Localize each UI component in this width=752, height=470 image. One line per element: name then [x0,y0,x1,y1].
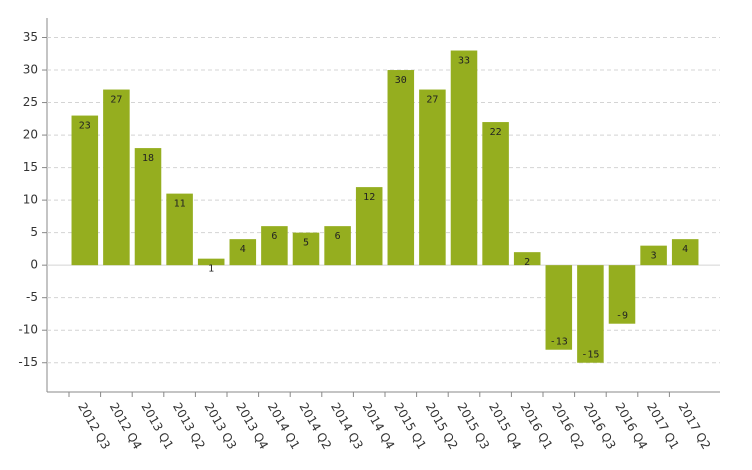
bar [71,115,99,266]
value-label: 30 [395,75,407,86]
value-label: 18 [142,153,154,164]
bar [134,148,162,266]
y-tick-label: 10 [23,193,38,207]
bar [229,239,257,266]
y-tick-label: -15 [18,355,38,369]
y-tick-label: 25 [23,95,38,109]
bar [608,265,636,324]
bar [577,265,604,363]
y-tick-label: 35 [23,30,38,44]
value-label: 6 [335,231,341,242]
bar [545,265,573,350]
bar [513,252,541,266]
y-tick-label: 30 [23,63,38,77]
y-tick-label: 0 [30,258,38,272]
bar [419,89,446,266]
value-label: 1 [208,264,214,275]
bar [103,89,130,266]
value-label: -9 [616,311,628,322]
value-label: 33 [458,56,470,67]
value-label: 4 [240,244,246,255]
value-label: 6 [271,231,277,242]
y-tick-label: 20 [23,128,38,142]
value-label: 5 [303,238,309,249]
bar [166,193,193,266]
bar [671,239,699,266]
bar [640,245,667,266]
bar [324,226,351,266]
y-tick-label: -10 [18,323,38,337]
value-label: 27 [110,95,122,106]
bar [387,70,415,266]
value-label: 3 [651,251,657,262]
y-tick-label: 15 [23,160,38,174]
value-label: 11 [174,199,186,210]
bar [261,226,288,266]
value-label: -13 [550,337,568,348]
bar [292,232,320,266]
value-label: 2 [524,257,530,268]
bar [482,122,509,266]
value-label: 23 [79,121,91,132]
bar [197,258,225,266]
value-label: 22 [490,127,502,138]
value-label: 27 [426,95,438,106]
value-label: 4 [682,244,688,255]
y-tick-label: 5 [30,225,38,239]
bar [450,50,478,266]
value-label: 12 [363,192,375,203]
value-label: -15 [581,350,599,361]
y-tick-label: -5 [26,290,38,304]
bar [355,187,383,266]
